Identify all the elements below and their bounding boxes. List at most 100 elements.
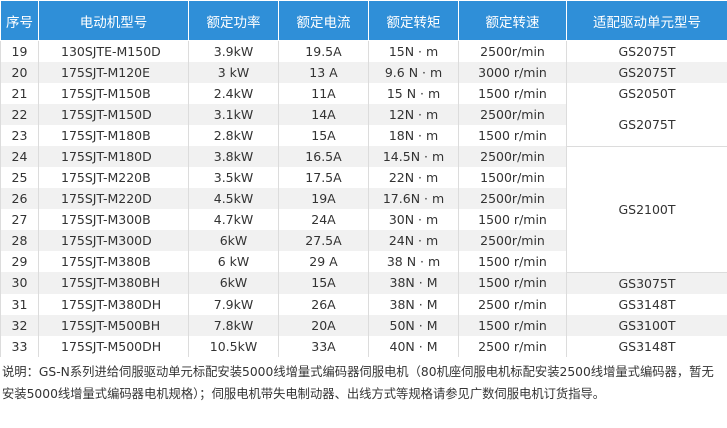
table-row: 24 175SJT-M180D 3.8kW 16.5A 14.5N · m 2500r/m…: [0, 146, 727, 273]
cell: 20: [0, 62, 39, 83]
driver-cell: GS2075T: [566, 104, 727, 147]
header-cell: 额定转速: [458, 0, 567, 41]
cell: 27: [0, 209, 39, 230]
cell: 17.5A: [278, 167, 369, 188]
cell: 4.5kW: [188, 188, 279, 209]
cell: 13 A: [278, 62, 369, 83]
header-cell: 适配驱动单元型号: [566, 0, 727, 41]
cell: 2.4kW: [188, 83, 279, 104]
cell: 175SJT-M150D: [38, 104, 189, 125]
cell: 175SJT-M380DH: [38, 293, 189, 315]
table-row: 30 175SJT-M380BH 6kW 15A 38N · M 1500 r/min GS…: [0, 272, 727, 294]
cell: 3.1kW: [188, 104, 279, 125]
table-row: 22 175SJT-M150D 3.1kW 14A 12N · m 2500r/min GS…: [0, 104, 727, 147]
cell: 7.8kW: [188, 314, 279, 336]
cell: 27.5A: [278, 230, 369, 251]
cell: 29: [0, 251, 39, 272]
cell: 50N · M: [368, 314, 459, 336]
driver-cell: GS3100T: [566, 314, 727, 336]
cell: 30: [0, 272, 39, 294]
table-row: 33 175SJT-M500DH 10.5kW 33A 40N · M 2500 r/mi…: [0, 335, 727, 357]
cell: 26A: [278, 293, 369, 315]
cell: 130SJTE-M150D: [38, 40, 189, 62]
cell: 28: [0, 230, 39, 251]
cell: 12N · m: [368, 104, 459, 125]
cell: 175SJT-M220D: [38, 188, 189, 209]
cell: 22N · m: [368, 167, 459, 188]
driver-cell: GS3148T: [566, 293, 727, 315]
driver-cell: GS2050T: [566, 83, 727, 104]
cell: 38N · M: [368, 272, 459, 294]
cell: 175SJT-M180D: [38, 146, 189, 167]
spec-table: 序号 电动机型号 额定功率 额定电流 额定转矩 额定转速 适配驱动单元型号 19 130SJT…: [0, 0, 727, 357]
cell: 15N · m: [368, 40, 459, 62]
cell: 38 N · m: [368, 251, 459, 272]
cell: 29 A: [278, 251, 369, 272]
cell: 18N · m: [368, 125, 459, 146]
cell: 3.5kW: [188, 167, 279, 188]
note: 说明：GS-N系列进给伺服驱动单元标配安装5000线增量式编码器伺服电机（80机…: [2, 364, 714, 401]
cell: 24: [0, 146, 39, 167]
cell: 3 kW: [188, 62, 279, 83]
table-row: 29 175SJT-M380B 6 kW 29 A 38 N · m 1500 r/min: [0, 251, 727, 272]
cell: 175SJT-M300D: [38, 230, 189, 251]
header-cell: 额定功率: [188, 0, 279, 41]
driver-cell: GS2100T: [566, 146, 727, 273]
header-row: 序号 电动机型号 额定功率 额定电流 额定转矩 额定转速 适配驱动单元型号: [0, 0, 727, 41]
cell: 2500r/min: [458, 146, 567, 167]
cell: 33: [0, 335, 39, 357]
cell: 3.9kW: [188, 40, 279, 62]
cell: 22: [0, 104, 39, 125]
cell: 14.5N · m: [368, 146, 459, 167]
header-cell: 序号: [0, 0, 39, 41]
cell: 2500 r/min: [458, 293, 567, 315]
cell: 2500 r/min: [458, 335, 567, 357]
cell: 32: [0, 314, 39, 336]
cell: 24N · m: [368, 230, 459, 251]
driver-cell: GS2075T: [566, 40, 727, 62]
cell: 6 kW: [188, 251, 279, 272]
table-row: 21 175SJT-M150B 2.4kW 11A 15 N · m 1500 r/min…: [0, 83, 727, 104]
cell: 2500r/min: [458, 188, 567, 209]
cell: 6kW: [188, 230, 279, 251]
header-cell: 额定转矩: [368, 0, 459, 41]
driver-cell: GS3075T: [566, 272, 727, 294]
cell: 1500 r/min: [458, 272, 567, 294]
cell: 11A: [278, 83, 369, 104]
cell: 40N · M: [368, 335, 459, 357]
cell: 25: [0, 167, 39, 188]
driver-cell: GS3148T: [566, 335, 727, 357]
cell: 2500r/min: [458, 230, 567, 251]
cell: 175SJT-M380BH: [38, 272, 189, 294]
table-row: 20 175SJT-M120E 3 kW 13 A 9.6 N · m 3000 r/mi…: [0, 62, 727, 83]
cell: 33A: [278, 335, 369, 357]
cell: 175SJT-M220B: [38, 167, 189, 188]
cell: 175SJT-M180B: [38, 125, 189, 146]
cell: 30N · m: [368, 209, 459, 230]
cell: 38N · M: [368, 293, 459, 315]
header-cell: 额定电流: [278, 0, 369, 41]
table-row: 32 175SJT-M500BH 7.8kW 20A 50N · M 1500 r/min…: [0, 314, 727, 336]
cell: 1500 r/min: [458, 125, 567, 146]
cell: 15A: [278, 272, 369, 294]
cell: 10.5kW: [188, 335, 279, 357]
cell: 21: [0, 83, 39, 104]
header-cell: 电动机型号: [38, 0, 189, 41]
cell: 7.9kW: [188, 293, 279, 315]
cell: 175SJT-M500BH: [38, 314, 189, 336]
cell: 17.6N · m: [368, 188, 459, 209]
cell: 6kW: [188, 272, 279, 294]
cell: 9.6 N · m: [368, 62, 459, 83]
cell: 175SJT-M120E: [38, 62, 189, 83]
cell: 31: [0, 293, 39, 315]
cell: 1500 r/min: [458, 83, 567, 104]
cell: 1500 r/min: [458, 314, 567, 336]
driver-cell: GS2075T: [566, 62, 727, 83]
table-row: 19 130SJTE-M150D 3.9kW 19.5A 15N · m 2500r/mi…: [0, 40, 727, 62]
table-row: 31 175SJT-M380DH 7.9kW 26A 38N · M 2500 r/min…: [0, 293, 727, 315]
cell: 2500r/min: [458, 104, 567, 125]
cell: 15A: [278, 125, 369, 146]
table-row: 23 175SJT-M180B 2.8kW 15A 18N · m 1500 r/min: [0, 125, 727, 146]
cell: 4.7kW: [188, 209, 279, 230]
